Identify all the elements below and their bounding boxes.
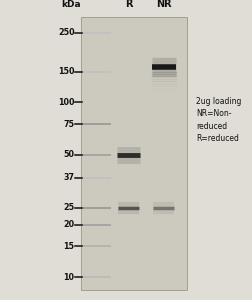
- Text: 10: 10: [64, 273, 74, 282]
- Text: 50: 50: [64, 151, 74, 160]
- Text: 2ug loading
NR=Non-
reduced
R=reduced: 2ug loading NR=Non- reduced R=reduced: [195, 97, 240, 143]
- Text: 37: 37: [64, 173, 74, 182]
- Text: kDa: kDa: [61, 0, 80, 9]
- Text: 150: 150: [58, 67, 74, 76]
- Text: 100: 100: [58, 98, 74, 107]
- Text: 75: 75: [64, 120, 74, 129]
- Text: 20: 20: [63, 220, 74, 229]
- Text: R: R: [124, 0, 132, 9]
- Text: 250: 250: [58, 28, 74, 37]
- Text: NR: NR: [155, 0, 171, 9]
- Bar: [81, 16, 186, 290]
- Text: 15: 15: [64, 242, 74, 251]
- Text: 25: 25: [63, 203, 74, 212]
